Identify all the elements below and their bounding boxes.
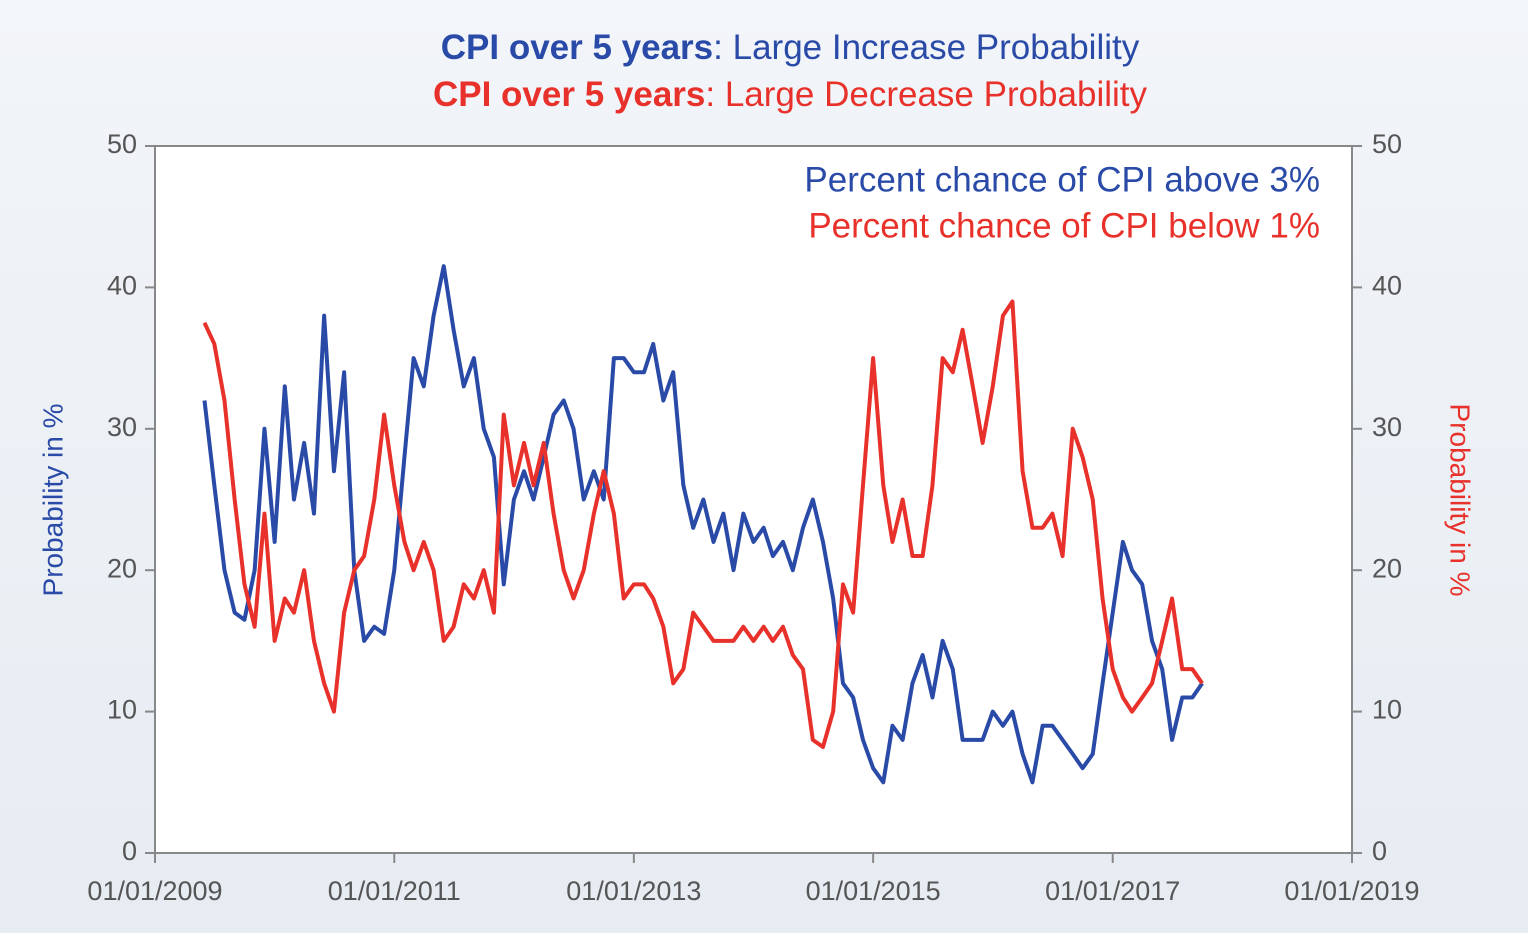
y2-tick-label: 10 bbox=[1372, 695, 1402, 725]
series-line bbox=[202, 264, 1204, 785]
y-tick-label: 0 bbox=[122, 836, 137, 866]
legend-entry: Percent chance of CPI below 1% bbox=[808, 206, 1320, 245]
y-tick-label: 30 bbox=[107, 412, 137, 442]
series-line bbox=[202, 299, 1204, 749]
y-tick-label: 50 bbox=[107, 129, 137, 159]
y2-tick-label: 0 bbox=[1372, 836, 1387, 866]
x-tick-label: 01/01/2015 bbox=[806, 876, 941, 906]
title-text: : Large Decrease Probability bbox=[705, 75, 1147, 114]
chart-title: CPI over 5 years: Large Decrease Probabi… bbox=[433, 75, 1148, 114]
y2-tick-label: 20 bbox=[1372, 553, 1402, 583]
x-tick-label: 01/01/2017 bbox=[1045, 876, 1180, 906]
x-tick-label: 01/01/2009 bbox=[87, 876, 222, 906]
title-emphasis: CPI over 5 years bbox=[441, 28, 713, 67]
title-text: : Large Increase Probability bbox=[713, 28, 1140, 67]
y-tick-label: 20 bbox=[107, 553, 137, 583]
y2-tick-label: 40 bbox=[1372, 271, 1402, 301]
y2-tick-label: 30 bbox=[1372, 412, 1402, 442]
x-tick-label: 01/01/2019 bbox=[1284, 876, 1419, 906]
y-tick-label: 40 bbox=[107, 271, 137, 301]
x-tick-label: 01/01/2011 bbox=[328, 876, 461, 906]
title-emphasis: CPI over 5 years bbox=[433, 75, 705, 114]
legend-entry: Percent chance of CPI above 3% bbox=[804, 160, 1320, 199]
y2-axis-label: Probability in % bbox=[1445, 404, 1476, 597]
y2-tick-label: 50 bbox=[1372, 129, 1402, 159]
y-tick-label: 10 bbox=[107, 695, 137, 725]
y-axis-label: Probability in % bbox=[37, 404, 68, 597]
x-tick-label: 01/01/2013 bbox=[566, 876, 701, 906]
plot-area bbox=[155, 146, 1352, 853]
chart-title: CPI over 5 years: Large Increase Probabi… bbox=[441, 28, 1140, 67]
